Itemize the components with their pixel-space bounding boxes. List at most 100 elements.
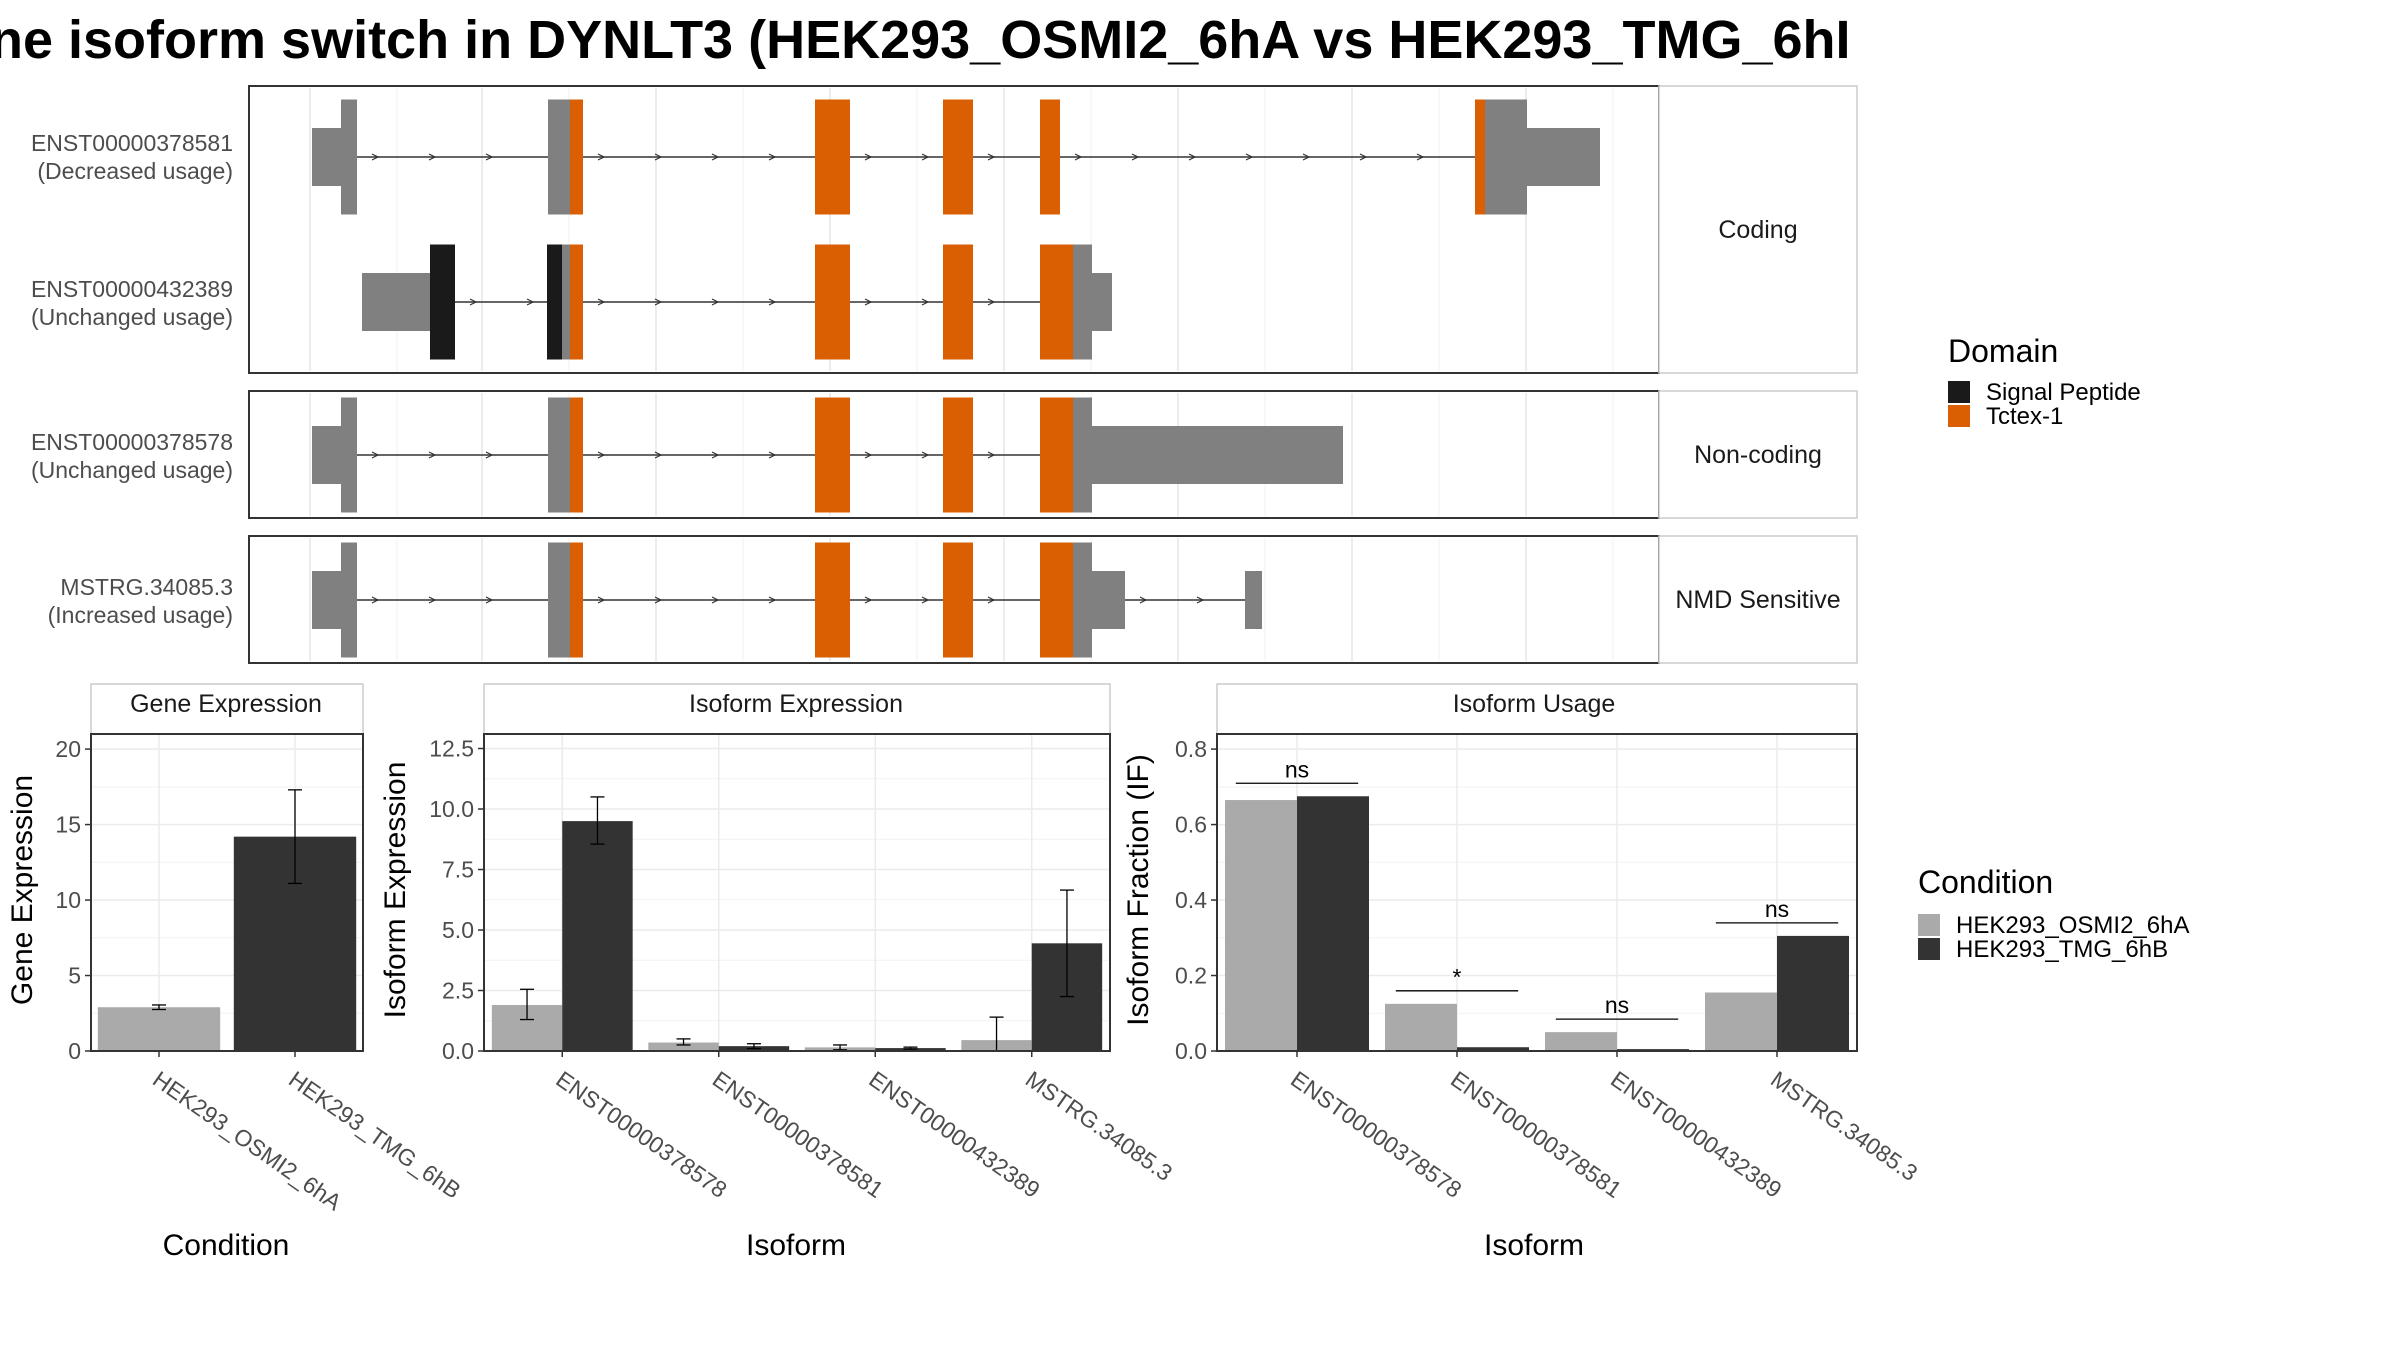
exon-block (943, 99, 973, 215)
isoform-label-usage: (Increased usage) (48, 602, 233, 628)
bar (1457, 1047, 1529, 1051)
strip-box (483, 683, 1111, 735)
strip-nmd-label: NMD Sensitive (1675, 586, 1840, 614)
exon-block (815, 397, 850, 513)
y-tick-label: 7.5 (442, 857, 474, 883)
exon-block (570, 397, 583, 513)
bar (1297, 796, 1369, 1051)
intron-arrow (987, 153, 996, 161)
intron-arrow (987, 298, 996, 306)
exon-block (943, 542, 973, 658)
exon-block (815, 542, 850, 658)
bar (562, 821, 633, 1051)
exon-block (312, 128, 341, 186)
exon-block (1485, 99, 1527, 215)
exon-block (547, 244, 562, 360)
intron-arrow (526, 298, 535, 306)
intron-arrow (469, 298, 478, 306)
isoform-label-name: ENST00000432389 (31, 276, 233, 302)
bar (1545, 1032, 1617, 1051)
exon-block (1092, 571, 1125, 629)
x-tick-label: ENST00000378581 (708, 1066, 888, 1203)
y-axis-title: Isoform Fraction (IF) (1122, 754, 1155, 1026)
intron-arrow (485, 451, 494, 459)
structure-tracks (312, 99, 1600, 658)
plot-frame (483, 733, 1111, 1052)
intron-arrow (1245, 153, 1254, 161)
intron-arrow (711, 596, 720, 604)
y-tick-label: 0.8 (1175, 736, 1207, 762)
intron-arrow (711, 298, 720, 306)
intron-arrow (1074, 153, 1083, 161)
y-tick-label: 5.0 (442, 917, 474, 943)
exon-block (815, 244, 850, 360)
bar (97, 1007, 221, 1051)
isoform-label-usage: (Unchanged usage) (31, 304, 233, 330)
chart-title: Isoform Expression (689, 690, 903, 718)
exon-block (943, 397, 973, 513)
significance-label: ns (1765, 896, 1789, 922)
significance-label: ns (1605, 992, 1629, 1018)
bar (648, 1042, 719, 1051)
legend-swatch-cond-b (1918, 938, 1940, 960)
intron-arrow (597, 451, 606, 459)
exon-block (341, 397, 357, 513)
intron-arrow (597, 153, 606, 161)
exon-block (341, 542, 357, 658)
strip-nmd-box (1658, 535, 1858, 664)
intron-arrow (428, 596, 437, 604)
intron-arrow (371, 596, 380, 604)
exon-block (1073, 244, 1092, 360)
exon-block (1092, 273, 1112, 331)
x-tick-label: ENST00000378581 (1446, 1066, 1626, 1203)
exon-block (548, 397, 570, 513)
intron-arrow (921, 596, 930, 604)
intron-arrow (921, 298, 930, 306)
bar (1385, 1003, 1457, 1051)
intron-arrow (864, 451, 873, 459)
chart-isoform-usage: 0.00.20.40.60.8ns*nsnsENST00000378578ENS… (1122, 683, 1922, 1262)
y-tick-label: 0.2 (1175, 963, 1207, 989)
intron-arrow (1416, 153, 1425, 161)
exon-block (1527, 128, 1600, 186)
y-tick-label: 0.0 (442, 1038, 474, 1064)
x-axis-title: Condition (163, 1229, 290, 1262)
intron-arrow (428, 451, 437, 459)
exon-block (1040, 542, 1073, 658)
chart-title: Isoform Usage (1453, 690, 1616, 718)
exon-block (312, 426, 341, 484)
exon-block (562, 244, 570, 360)
structure-panels: Coding Non-coding NMD Sensitive ENST0000… (31, 85, 1858, 664)
x-tick-label: ENST00000432389 (864, 1066, 1044, 1203)
exon-block (570, 244, 583, 360)
legend-domain-title: Domain (1948, 333, 2058, 369)
exon-block (1092, 426, 1343, 484)
bar (1777, 935, 1849, 1051)
exon-block (362, 273, 430, 331)
x-tick-label: ENST00000378578 (551, 1066, 731, 1203)
y-tick-label: 12.5 (429, 736, 474, 762)
y-axis-title: Gene Expression (6, 775, 39, 1005)
y-tick-label: 0 (68, 1038, 81, 1064)
exon-block (430, 244, 455, 360)
intron-arrow (597, 298, 606, 306)
intron-arrow (768, 596, 777, 604)
intron-arrow (371, 153, 380, 161)
legend-swatch-cond-a (1918, 914, 1940, 936)
plot-frame (90, 733, 364, 1052)
y-tick-label: 20 (55, 736, 81, 762)
y-tick-label: 0.0 (1175, 1038, 1207, 1064)
significance-label: ns (1285, 756, 1309, 782)
intron-arrow (1131, 153, 1140, 161)
isoform-label-name: ENST00000378581 (31, 130, 233, 156)
legend-label-signal-peptide: Signal Peptide (1986, 379, 2141, 406)
exon-block (1040, 244, 1073, 360)
intron-arrow (654, 153, 663, 161)
exon-block (1040, 99, 1060, 215)
y-tick-label: 0.6 (1175, 812, 1207, 838)
intron-arrow (921, 153, 930, 161)
intron-arrow (711, 153, 720, 161)
exon-block (548, 99, 570, 215)
isoform-label-usage: (Decreased usage) (37, 158, 233, 184)
